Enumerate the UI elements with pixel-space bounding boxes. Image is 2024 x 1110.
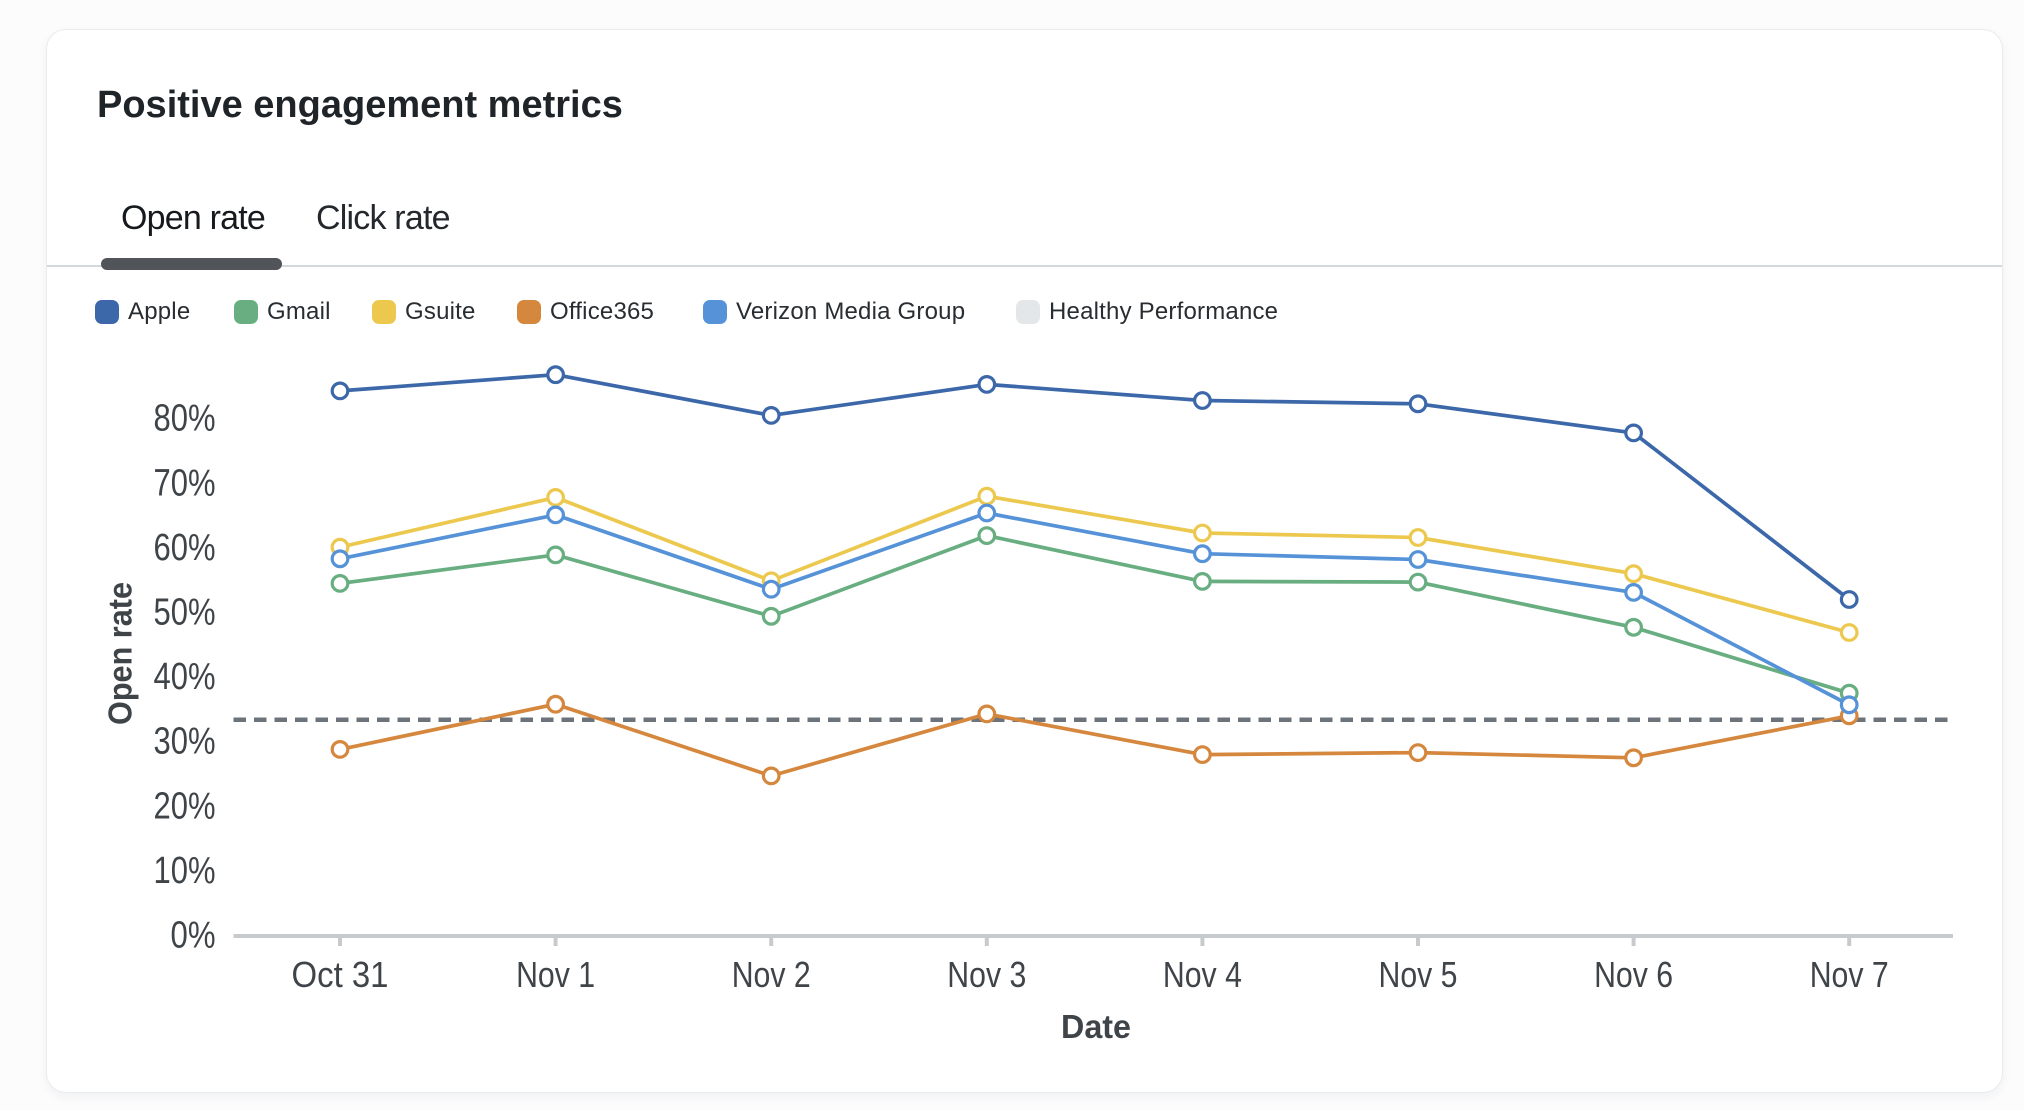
svg-text:Nov 6: Nov 6: [1594, 954, 1673, 995]
svg-text:10%: 10%: [154, 850, 216, 892]
svg-text:Nov 2: Nov 2: [732, 954, 811, 995]
svg-text:Nov 4: Nov 4: [1163, 954, 1242, 995]
svg-text:80%: 80%: [154, 398, 216, 440]
svg-text:20%: 20%: [154, 785, 216, 827]
svg-text:Nov 3: Nov 3: [947, 954, 1026, 995]
svg-text:Nov 5: Nov 5: [1379, 954, 1458, 995]
svg-text:70%: 70%: [154, 462, 216, 504]
svg-text:40%: 40%: [154, 656, 216, 698]
svg-text:Open rate: Open rate: [102, 582, 139, 725]
svg-text:Nov 1: Nov 1: [516, 954, 595, 995]
svg-text:30%: 30%: [154, 721, 216, 763]
svg-text:50%: 50%: [154, 592, 216, 634]
svg-text:0%: 0%: [171, 915, 216, 957]
svg-text:Nov 7: Nov 7: [1810, 954, 1889, 995]
svg-text:Oct 31: Oct 31: [292, 954, 389, 995]
svg-text:60%: 60%: [154, 527, 216, 569]
svg-text:Date: Date: [1061, 1008, 1131, 1045]
